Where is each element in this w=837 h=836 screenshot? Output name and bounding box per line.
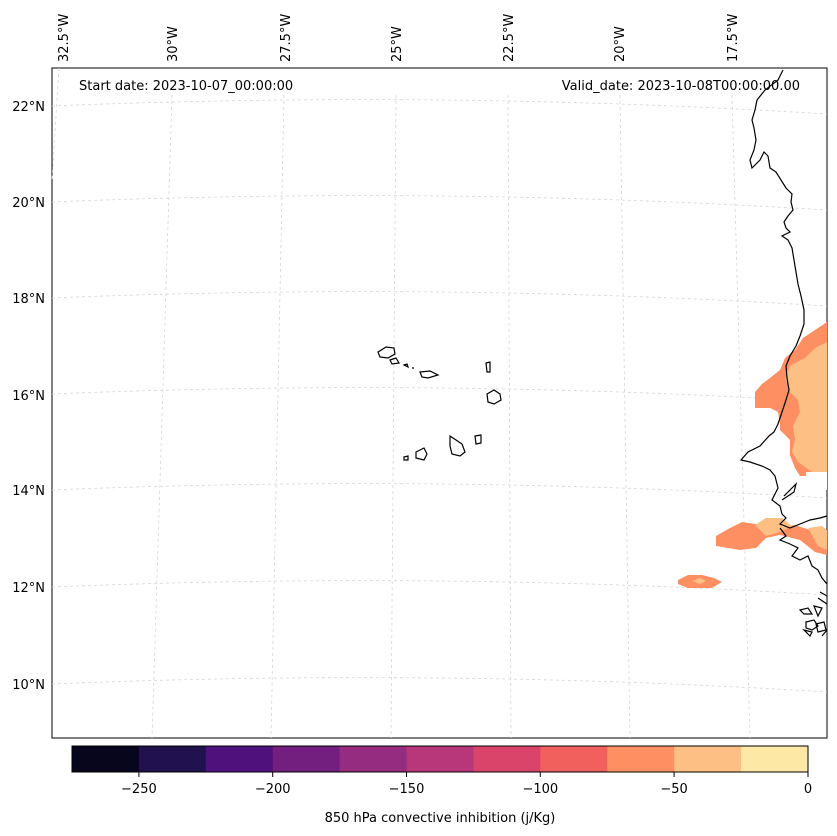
parallel-18	[51, 291, 828, 307]
lat-label-0: 22°N	[12, 100, 45, 115]
gambia-river	[781, 482, 798, 501]
map-frame	[51, 67, 828, 739]
guinea-coast-edge	[821, 629, 828, 637]
cin-area-guinea-inner	[808, 526, 827, 550]
parallel-12	[51, 580, 828, 596]
island-maio	[474, 434, 482, 445]
colorbar-segment-10	[741, 746, 809, 772]
cb-tick-label-4: −50	[660, 782, 687, 797]
lon-label-5: 20°W	[613, 26, 628, 62]
cb-tick-label-0: −250	[121, 782, 157, 797]
lon-label-2: 27.5°W	[279, 14, 294, 62]
longitude-labels: 32.5°W 30°W 27.5°W 25°W 22.5°W 20°W 17.5…	[57, 14, 741, 62]
colorbar-segment-4	[339, 746, 408, 772]
island-sao-nicolau	[412, 367, 440, 379]
cb-tick-label-1: −200	[255, 782, 291, 797]
colorbar-ticks	[138, 772, 809, 777]
meridian-27.5	[270, 94, 285, 739]
lat-label-2: 18°N	[12, 292, 45, 307]
guinea-coast-south	[817, 591, 828, 605]
cb-tick-label-3: −100	[522, 782, 558, 797]
colorbar-title: 850 hPa convective inhibition (j/Kg)	[325, 811, 556, 826]
island-brava	[403, 455, 409, 461]
lat-label-5: 12°N	[12, 581, 45, 596]
colorbar	[72, 746, 809, 772]
meridian-20	[619, 94, 631, 739]
colorbar-segment-2	[205, 746, 274, 772]
colorbar-segment-1	[138, 746, 207, 772]
bijagos-1	[805, 619, 819, 631]
parallel-10	[51, 677, 828, 693]
island-fogo	[415, 447, 428, 461]
lat-label-4: 14°N	[12, 484, 45, 499]
island-sal	[485, 361, 491, 373]
meridian-17.5	[731, 94, 751, 739]
colorbar-segment-6	[473, 746, 541, 772]
lon-label-4: 22.5°W	[502, 14, 517, 62]
colorbar-tick-labels: −250 −200 −150 −100 −50 0	[121, 782, 812, 797]
lat-label-3: 16°N	[12, 389, 45, 404]
cin-fill-areas	[678, 322, 827, 588]
cin-area-gambia-outer	[716, 522, 827, 555]
gridlines	[51, 67, 828, 739]
cin-area-gambia-inner	[755, 518, 792, 536]
lon-label-1: 30°W	[166, 26, 181, 62]
colorbar-segment-5	[406, 746, 474, 772]
meridian-22.5	[507, 94, 512, 739]
meridian-32.5	[51, 67, 60, 181]
bijagos-3	[802, 628, 813, 638]
colorbar-segment-3	[272, 746, 341, 772]
guinea-islands-2	[813, 605, 823, 618]
cin-mask-gap	[806, 472, 827, 490]
start-date-label: Start date: 2023-10-07_00:00:00	[79, 79, 293, 94]
parallel-14	[51, 483, 828, 499]
guinea-islands-1	[798, 607, 814, 615]
parallel-16	[51, 387, 828, 403]
parallel-22	[51, 99, 828, 115]
parallel-20	[51, 195, 828, 211]
lon-label-0: 32.5°W	[57, 14, 72, 62]
cin-area-senegal-inner	[785, 342, 827, 472]
africa-west-coast	[739, 69, 828, 529]
colorbar-segment-8	[607, 746, 675, 772]
latitude-labels: 22°N 20°N 18°N 16°N 14°N 12°N 10°N	[12, 100, 45, 693]
colorbar-segment-9	[674, 746, 742, 772]
coastlines	[377, 69, 828, 638]
island-santa-luzia	[402, 363, 410, 369]
island-santo-antao	[377, 346, 396, 359]
meridian-30	[151, 94, 173, 739]
island-santiago	[449, 434, 466, 457]
guinea-bissau-coast	[778, 527, 828, 585]
lon-label-6: 17.5°W	[726, 14, 741, 62]
island-sao-vicente	[389, 357, 400, 365]
cin-area-offshore-inner	[692, 578, 706, 584]
lon-label-3: 25°W	[390, 26, 405, 62]
cb-tick-label-2: −150	[389, 782, 425, 797]
colorbar-segment-7	[540, 746, 608, 772]
lat-label-6: 10°N	[12, 678, 45, 693]
cb-tick-label-5: 0	[804, 782, 812, 797]
colorbar-frame	[71, 745, 809, 773]
colorbar-segment-0	[72, 746, 140, 772]
bijagos-2	[815, 621, 827, 633]
meridian-25	[390, 94, 397, 739]
valid-date-label: Valid_date: 2023-10-08T00:00:00.00	[562, 79, 800, 94]
lat-label-1: 20°N	[12, 196, 45, 211]
island-boa-vista	[486, 389, 502, 405]
